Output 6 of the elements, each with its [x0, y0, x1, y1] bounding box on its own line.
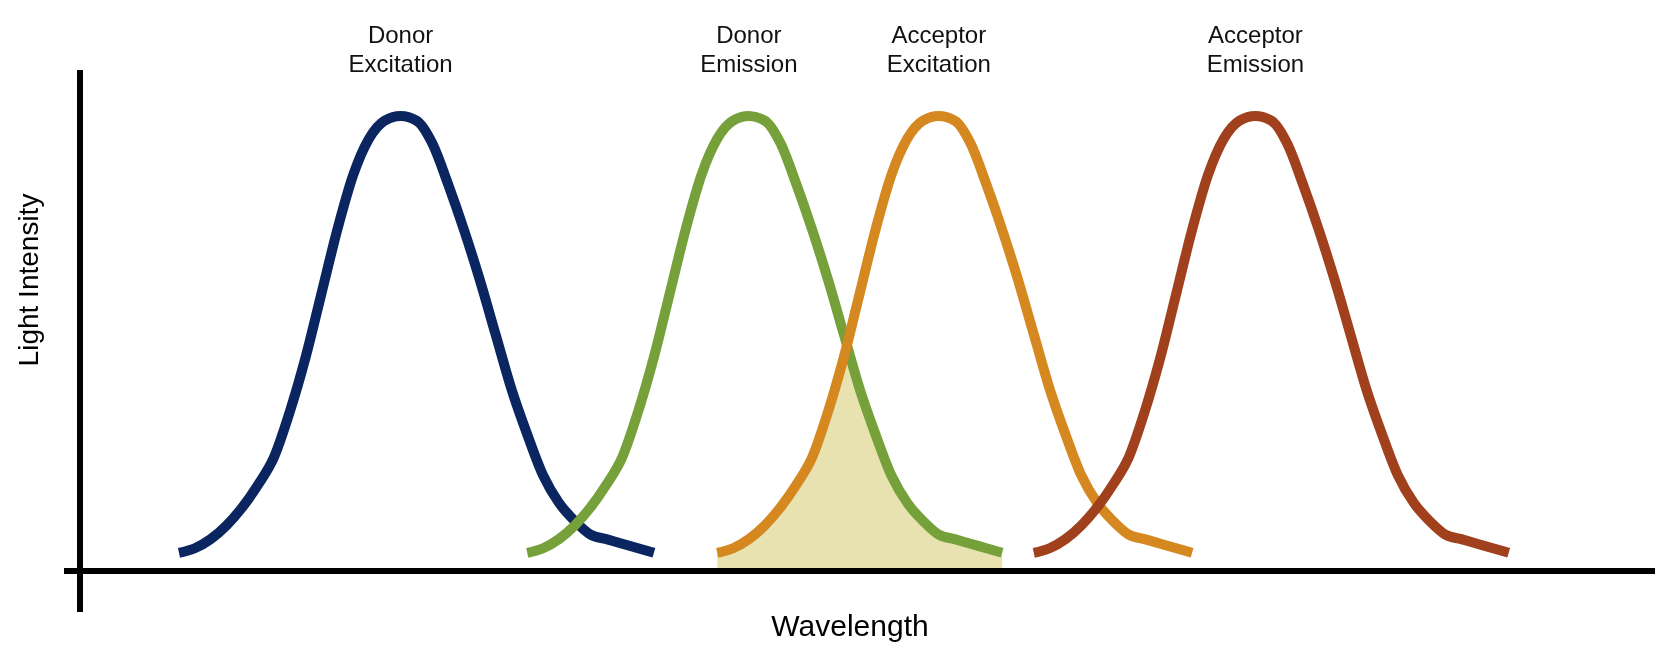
text: Acceptor Excitation	[886, 21, 991, 77]
text: Acceptor Emission	[1206, 21, 1305, 77]
text: Donor Excitation	[348, 21, 453, 77]
text: Donor Emission	[700, 21, 798, 77]
x-axis-title: Wavelength	[771, 609, 929, 642]
y-axis-title: Light Intensity	[13, 193, 44, 367]
